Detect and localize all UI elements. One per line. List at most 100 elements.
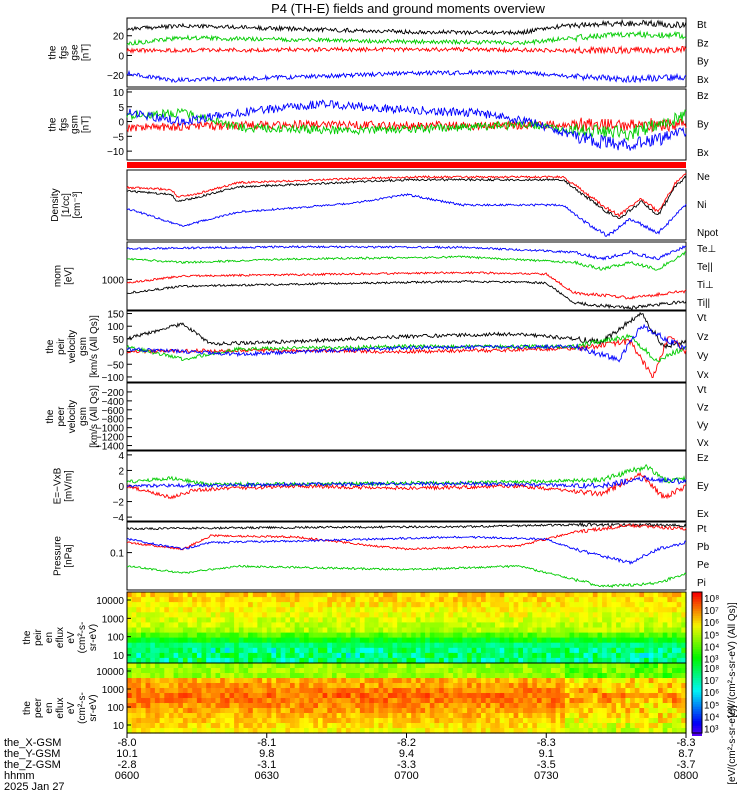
colorbar-cell [692,709,702,713]
ylabel-line: peir [33,628,44,645]
colorbar-cell [692,637,702,641]
ylabel-line: gse [70,44,81,61]
ylabel-line: the [22,630,33,644]
ylabel-line: peir [56,337,67,354]
colorbar-cell [692,733,702,736]
colorbar-cell [692,697,702,701]
ylabel-line: (cm²-s- [77,622,88,654]
ytick-label: 1000 [102,614,125,625]
colorbar-tick: 10⁶ [704,618,719,629]
ytick-label: 10000 [96,596,124,607]
ytick-label: 5 [118,103,124,114]
colorbar-cell [692,680,702,684]
legend-label: Pi [697,578,706,589]
orbit-z-value: -3.5 [537,759,556,771]
colorbar-tick: 10⁵ [704,700,719,711]
orbit-table: -8.010.1-2.80600-8.19.8-3.10630-8.29.4-3… [4,733,698,793]
ytick-label: −100 [101,373,124,384]
orbit-x-value: -8.3 [677,737,696,749]
orbit-row-label: the_Z-GSM [4,759,61,771]
ylabel-line: the [48,117,59,131]
colorbar-cell [692,620,702,624]
ytick-label: −2 [113,498,125,509]
ylabel-line: velocity [67,400,78,433]
ylabel-line: gsm [78,337,89,356]
series-line-peir-velocity-1 [126,336,687,379]
ytick-label: −5 [113,132,125,143]
frame-peer-velocity [126,382,687,451]
series-line-fgs-gse-2 [126,29,687,46]
series-line-e-vxb-1 [126,463,687,487]
ylabel-line: [nPa] [64,544,75,568]
colorbar-cell [692,678,702,681]
colorbar-tick: 10⁴ [704,712,719,723]
ylabel-line: sr-eV) [88,694,99,721]
ylabel-line: mom [53,265,64,287]
legend-label: Bx [697,148,709,159]
colorbar-cell [692,642,702,646]
colorbar-cell [692,613,702,617]
legend-label: Vz [697,332,709,343]
legend-label: Ne [697,172,710,183]
colorbar-cell [692,701,702,705]
colorbar-cell [692,630,702,634]
ytick-label: 0 [118,348,124,359]
ylabel-line: [nT] [81,116,92,133]
orbit-x-value: -8.0 [118,737,137,749]
ylabel-line: gsm [70,115,81,134]
colorbar-cell [692,601,702,605]
legend-label: Ti|| [697,298,710,309]
xtick-time-label: 0630 [255,770,279,782]
legend-label: Ni [697,200,706,211]
ylabel-line: fgs [59,46,70,59]
ylabel-line: eV [66,631,77,644]
colorbar-cell [692,685,702,689]
colorbar-cell [692,608,702,612]
ylabel-line: (cm²-s- [77,692,88,724]
colorbar-cell [692,663,702,667]
colorbar-cell [692,673,702,677]
colorbar-tick: 10⁶ [704,688,719,699]
spectrogram-peer-en-eflux [127,663,687,734]
colorbar-cell [692,627,702,631]
orbit-z-value: -3.7 [677,759,696,771]
panel-pressure: 0.1 Pressure [nPa] Pt Pb Pe Pi [53,521,710,591]
ytick-label: 0 [118,482,124,493]
orbit-x-value: -8.3 [537,737,556,749]
legend-label: Vt [697,313,707,324]
legend-label: Npot [697,228,718,239]
chart-title: P4 (TH-E) fields and ground moments over… [271,1,545,16]
orbit-row-label: the_Y-GSM [4,748,60,760]
colorbar-cell [692,694,702,698]
legend-label: Bx [697,75,709,86]
colorbar-cell [692,713,702,717]
colorbar-cell [692,661,702,665]
legend-label: Bz [697,38,709,49]
colorbar-cell [692,623,702,627]
series-line-pressure-3 [126,535,686,566]
legend-label: Ey [697,481,709,492]
colorbar-cell [692,725,702,729]
colorbar-cell [692,654,702,658]
colorbar-cell [692,682,702,686]
ytick-label: 10 [113,721,125,732]
colorbar-cell [692,730,702,734]
ylabel-line: [eV] [64,267,75,285]
legend-label: By [697,120,709,131]
colorbar-tick: 10⁴ [704,642,719,653]
colorbar-tick: 10³ [704,655,719,666]
series-line-fgs-gsm-1 [126,107,687,142]
colorbar-tick: 10⁸ [704,594,719,605]
ytick-label: 10000 [96,667,124,678]
colorbar-cell [692,658,702,662]
ytick-label: 100 [107,633,124,644]
colorbar-cell [692,611,702,615]
legend-label: Ez [697,453,709,464]
series-line-pressure-1 [126,522,687,551]
series-line-pressure-0 [126,522,687,531]
series-line-moments-temp-0 [126,271,687,300]
colorbar-cell [692,599,702,603]
series-line-moments-temp-3 [126,251,687,271]
